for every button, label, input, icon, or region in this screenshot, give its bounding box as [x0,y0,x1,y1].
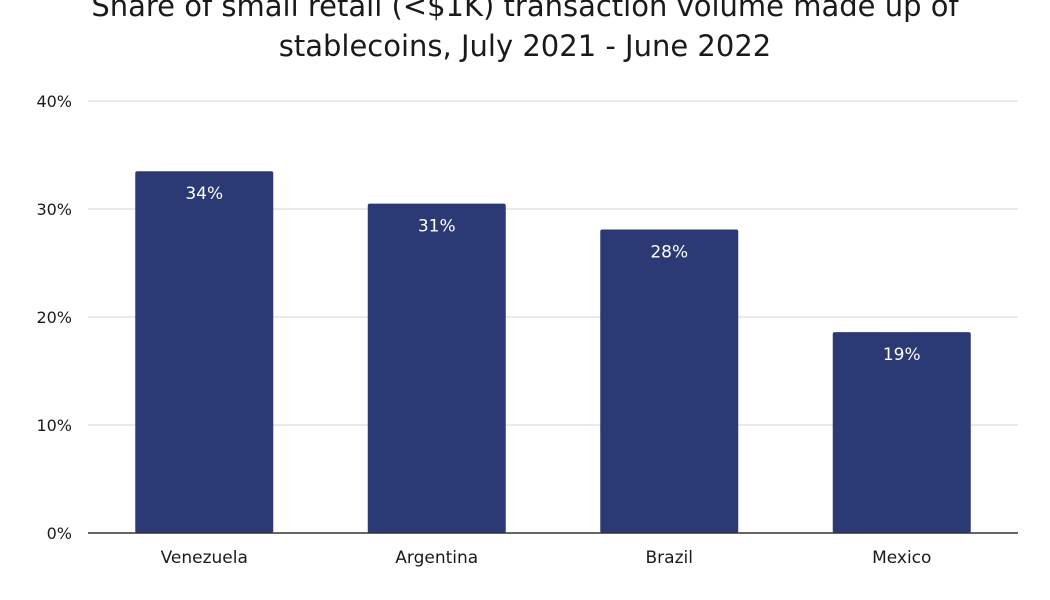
data-label-argentina: 31% [418,217,456,237]
y-tick-label: 40% [36,92,72,111]
bar-argentina [367,203,506,533]
chart-title-line-1: Share of small retail (<$1K) transaction… [91,0,959,23]
bar-venezuela [135,171,274,533]
bar-mexico [832,332,971,533]
data-label-mexico: 19% [883,345,921,365]
x-tick-label-venezuela: Venezuela [161,548,248,568]
chart-title-line-2: stablecoins, July 2021 - June 2022 [278,29,772,63]
y-tick-label: 0% [47,524,72,543]
x-tick-label-brazil: Brazil [646,548,693,568]
y-tick-label: 30% [36,200,72,219]
x-tick-label-argentina: Argentina [395,548,478,568]
axes: 0% 10% 20% 30% 40% Venezuela Argentina Brazil Me… [36,92,1018,568]
y-tick-label: 10% [36,416,72,435]
data-label-venezuela: 34% [185,184,223,204]
chart-title: Share of small retail (<$1K) transaction… [0,0,1050,66]
x-tick-label-mexico: Mexico [872,548,931,568]
bars: 34% 31% 28% 19% [135,171,971,533]
bar-brazil [600,229,739,533]
y-tick-label: 20% [36,308,72,327]
data-label-brazil: 28% [650,243,688,263]
